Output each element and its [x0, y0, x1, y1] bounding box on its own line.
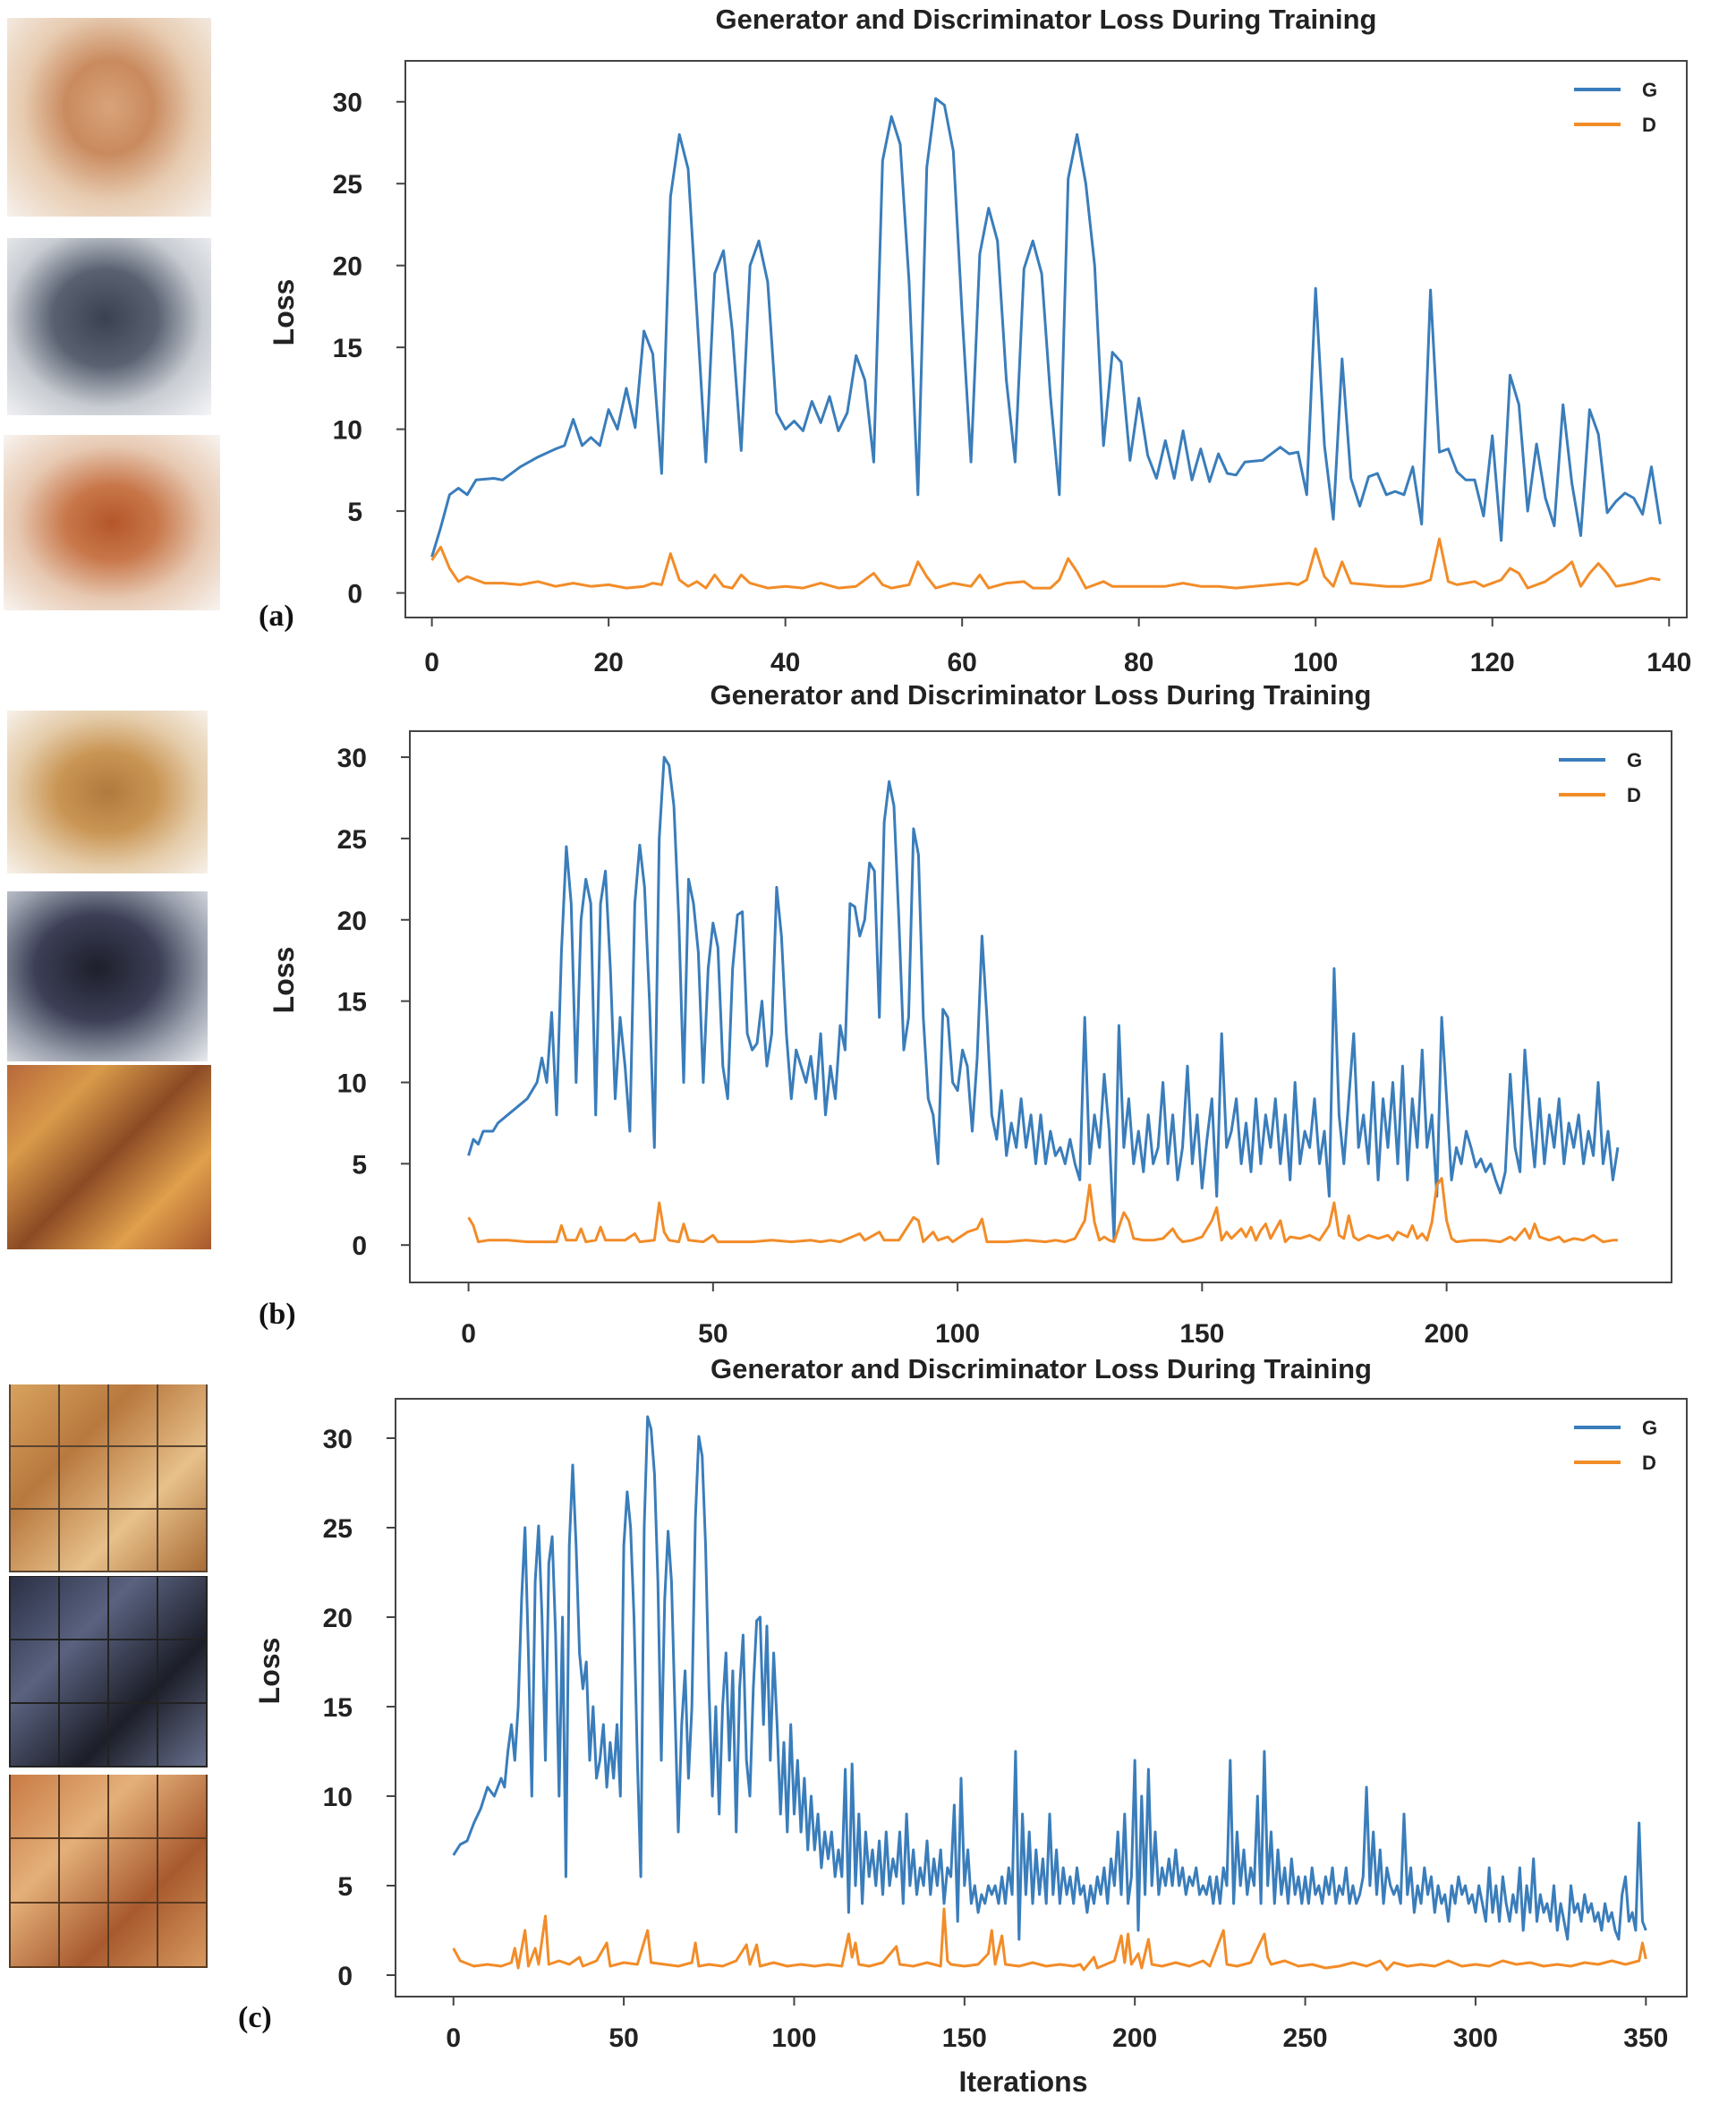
- legend-label-G: G: [1642, 1417, 1657, 1439]
- series-line-D: [430, 537, 1661, 590]
- x-tick-label: 120: [1470, 648, 1515, 671]
- panel-label-c: (c): [238, 2001, 272, 2034]
- y-tick-label: 25: [333, 170, 362, 200]
- x-tick-label: 40: [770, 648, 800, 671]
- legend-label-D: D: [1642, 114, 1656, 136]
- y-tick-label: 5: [347, 498, 362, 527]
- panel-a: (a) Generator and Discriminator Loss Dur…: [0, 0, 1736, 671]
- plot-frame: [409, 730, 1672, 1283]
- y-tick-label: 15: [323, 1693, 353, 1723]
- y-tick-label: 25: [337, 825, 367, 855]
- x-axis-label: Iterations: [958, 2066, 1087, 2098]
- y-axis-label: Loss: [268, 279, 300, 346]
- x-tick-label: 80: [1124, 648, 1153, 671]
- loss-chart-b: Generator and Discriminator Loss During …: [268, 679, 1672, 1348]
- series-line-D: [452, 1907, 1647, 1972]
- series-line-G: [452, 1415, 1647, 1941]
- y-tick-label: 20: [337, 907, 367, 936]
- x-tick-label: 300: [1453, 2023, 1498, 2053]
- y-tick-label: 10: [337, 1069, 367, 1098]
- x-tick-label: 200: [1425, 1319, 1469, 1348]
- x-tick-label: 60: [947, 648, 976, 671]
- series-line-D: [467, 1177, 1618, 1244]
- chart-title: Generator and Discriminator Loss During …: [711, 1353, 1372, 1384]
- x-tick-label: 150: [1179, 1319, 1224, 1348]
- y-tick-label: 0: [352, 1231, 367, 1261]
- legend-label-G: G: [1642, 79, 1657, 101]
- x-tick-label: 0: [424, 648, 439, 671]
- generated-sample-image-3: [4, 435, 220, 610]
- panel-b: (b) Generator and Discriminator Loss Dur…: [0, 671, 1736, 1348]
- x-tick-label: 100: [771, 2023, 816, 2053]
- x-tick-label: 350: [1623, 2023, 1668, 2053]
- y-tick-label: 20: [323, 1604, 353, 1633]
- x-tick-label: 0: [446, 2023, 461, 2053]
- x-tick-label: 250: [1283, 2023, 1328, 2053]
- generated-sample-grid-3: [9, 1775, 208, 1968]
- generated-sample-image-2: [7, 891, 208, 1061]
- y-tick-label: 5: [337, 1872, 353, 1902]
- y-tick-label: 0: [337, 1962, 353, 1991]
- x-tick-label: 50: [608, 2023, 638, 2053]
- x-tick-label: 100: [1293, 648, 1338, 671]
- y-tick-label: 20: [333, 252, 362, 282]
- legend-label-D: D: [1642, 1452, 1656, 1474]
- chart-title: Generator and Discriminator Loss During …: [716, 4, 1377, 35]
- generated-sample-grid-2: [9, 1576, 208, 1768]
- y-tick-label: 15: [333, 334, 362, 363]
- generated-sample-image-2: [7, 238, 211, 415]
- y-tick-label: 30: [333, 89, 362, 118]
- x-tick-label: 50: [698, 1319, 728, 1348]
- chart-title: Generator and Discriminator Loss During …: [711, 679, 1372, 711]
- y-tick-label: 10: [323, 1783, 353, 1812]
- y-axis-label: Loss: [268, 947, 300, 1014]
- x-tick-label: 150: [942, 2023, 987, 2053]
- generated-sample-image-3: [7, 1065, 211, 1249]
- y-tick-label: 5: [352, 1150, 367, 1180]
- x-tick-label: 100: [935, 1319, 980, 1348]
- y-tick-label: 30: [323, 1425, 353, 1454]
- y-axis-label: Loss: [253, 1638, 285, 1705]
- generated-sample-image-1: [7, 711, 208, 873]
- y-tick-label: 15: [337, 988, 367, 1018]
- generated-sample-grid-1: [9, 1384, 208, 1572]
- loss-chart-c: Generator and Discriminator Loss During …: [253, 1353, 1688, 2098]
- series-line-G: [467, 755, 1620, 1242]
- panel-label-b: (b): [259, 1298, 296, 1331]
- legend-label-D: D: [1627, 784, 1641, 806]
- series-line-G: [430, 97, 1662, 558]
- panel-label-a: (a): [259, 600, 294, 633]
- x-tick-label: 200: [1112, 2023, 1157, 2053]
- loss-chart-a: Generator and Discriminator Loss During …: [268, 4, 1691, 671]
- y-tick-label: 30: [337, 744, 367, 773]
- x-tick-label: 0: [461, 1319, 476, 1348]
- x-tick-label: 140: [1647, 648, 1691, 671]
- generated-sample-image-1: [7, 18, 211, 217]
- panel-c: (c) Generator and Discriminator Loss Dur…: [0, 1348, 1736, 2104]
- legend-label-G: G: [1627, 749, 1642, 771]
- y-tick-label: 25: [323, 1514, 353, 1544]
- x-tick-label: 20: [593, 648, 623, 671]
- y-tick-label: 0: [347, 580, 362, 609]
- y-tick-label: 10: [333, 416, 362, 446]
